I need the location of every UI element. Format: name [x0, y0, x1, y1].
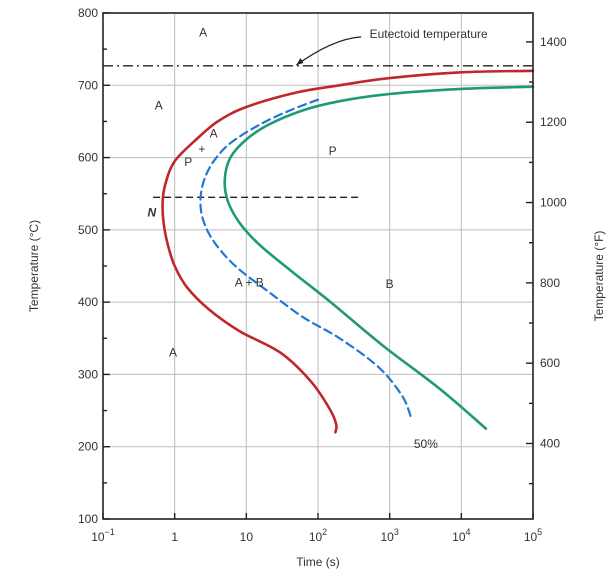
tick-layer: [102, 12, 534, 520]
y-right-tick-label: 1000: [540, 196, 567, 210]
x-tick-label: 1: [171, 530, 178, 544]
region-label: A: [169, 346, 177, 360]
series-layer: [161, 69, 535, 434]
y-right-tick-label: 1200: [540, 115, 567, 129]
region-label: A: [199, 26, 207, 40]
y-right-tick-label: 800: [540, 276, 560, 290]
region-label: A: [210, 127, 218, 141]
finish-curve: [223, 85, 535, 430]
eutectoid-label: Eutectoid temperature: [370, 27, 488, 41]
start-curve: [161, 69, 535, 434]
x-axis-title: Time (s): [296, 555, 340, 569]
reference-lines: [103, 65, 533, 199]
region-label: A + B: [235, 276, 264, 290]
x-tick-label: 103: [380, 527, 398, 544]
y-tick-label: 300: [78, 367, 98, 381]
y-tick-label: 200: [78, 440, 98, 454]
y-tick-label: 600: [78, 151, 98, 165]
region-label: A: [155, 99, 163, 113]
y-tick-label: 700: [78, 78, 98, 92]
x-tick-label: 10−1: [91, 527, 115, 544]
y-right-tick-label: 400: [540, 437, 560, 451]
eutectoid-arrow: [296, 36, 362, 66]
y-tick-label: 500: [78, 223, 98, 237]
label-layer: 10−1 1 10 102 103 104 105 100 200 300 400 500 600 700…: [78, 6, 567, 544]
y-axis-title-right: Temperature (°F): [592, 231, 606, 322]
x-tick-label: 104: [452, 527, 470, 544]
region-label: +: [198, 142, 205, 156]
region-label: 50%: [414, 437, 438, 451]
fifty-percent-curve: [199, 98, 413, 419]
region-label: N: [147, 206, 156, 220]
grid-layer: [103, 13, 533, 519]
region-label: B: [386, 277, 394, 291]
eutectoid-arrowhead: [296, 58, 304, 66]
y-tick-label: 400: [78, 295, 98, 309]
y-right-tick-label: 600: [540, 356, 560, 370]
y-axis-title-left: Temperature (°C): [27, 220, 41, 312]
x-tick-label: 10: [240, 530, 254, 544]
region-label: P: [184, 155, 192, 169]
y-right-tick-label: 1400: [540, 35, 567, 49]
x-tick-label: 102: [309, 527, 327, 544]
y-tick-label: 100: [78, 512, 98, 526]
x-tick-label: 105: [524, 527, 542, 544]
region-label: P: [329, 144, 337, 158]
y-tick-label: 800: [78, 6, 98, 20]
